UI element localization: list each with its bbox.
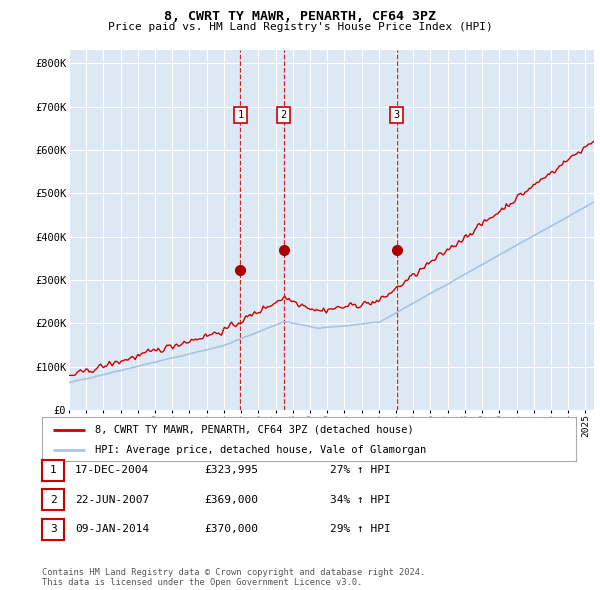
Text: £323,995: £323,995 xyxy=(204,466,258,475)
Text: 1: 1 xyxy=(238,110,244,120)
Text: 8, CWRT TY MAWR, PENARTH, CF64 3PZ: 8, CWRT TY MAWR, PENARTH, CF64 3PZ xyxy=(164,10,436,23)
Text: £369,000: £369,000 xyxy=(204,495,258,504)
Text: 09-JAN-2014: 09-JAN-2014 xyxy=(75,525,149,534)
Text: 22-JUN-2007: 22-JUN-2007 xyxy=(75,495,149,504)
Text: 17-DEC-2004: 17-DEC-2004 xyxy=(75,466,149,475)
Text: 1: 1 xyxy=(50,466,56,475)
Text: 2: 2 xyxy=(50,495,56,504)
Text: 34% ↑ HPI: 34% ↑ HPI xyxy=(330,495,391,504)
Text: 2: 2 xyxy=(281,110,287,120)
Text: 3: 3 xyxy=(394,110,400,120)
Text: 8, CWRT TY MAWR, PENARTH, CF64 3PZ (detached house): 8, CWRT TY MAWR, PENARTH, CF64 3PZ (deta… xyxy=(95,425,414,434)
Text: £370,000: £370,000 xyxy=(204,525,258,534)
Text: HPI: Average price, detached house, Vale of Glamorgan: HPI: Average price, detached house, Vale… xyxy=(95,445,427,455)
Text: 3: 3 xyxy=(50,525,56,534)
Text: Contains HM Land Registry data © Crown copyright and database right 2024.
This d: Contains HM Land Registry data © Crown c… xyxy=(42,568,425,587)
Text: Price paid vs. HM Land Registry's House Price Index (HPI): Price paid vs. HM Land Registry's House … xyxy=(107,22,493,32)
Text: 29% ↑ HPI: 29% ↑ HPI xyxy=(330,525,391,534)
Text: 27% ↑ HPI: 27% ↑ HPI xyxy=(330,466,391,475)
